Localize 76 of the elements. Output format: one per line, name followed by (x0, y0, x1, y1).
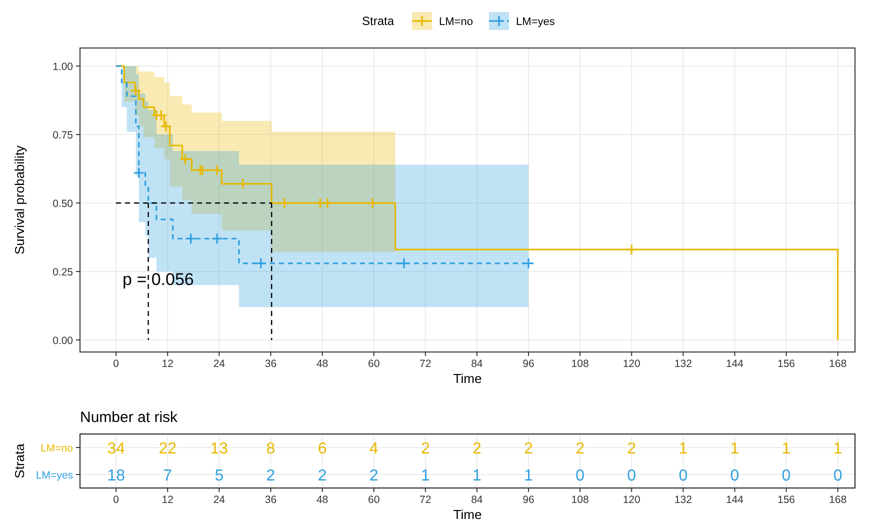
data-label: 0 (730, 468, 740, 484)
x-tick-label: 156 (778, 358, 796, 370)
x-tick-label: 144 (726, 494, 744, 506)
x-tick-label: 96 (522, 358, 534, 370)
x-tick-label: 132 (674, 494, 692, 506)
data-label: 1 (524, 468, 534, 484)
data-label: 1 (782, 440, 791, 458)
x-tick-label: 120 (622, 358, 641, 370)
data-label: 5 (214, 468, 224, 484)
data-label: 0 (576, 468, 585, 484)
x-tick-label: 12 (162, 494, 174, 506)
data-label: 2 (318, 468, 327, 484)
data-label: 7 (163, 468, 172, 484)
x-tick-label: 84 (471, 494, 483, 506)
y-tick-label: 0.50 (52, 198, 74, 210)
data-label: 2 (576, 440, 585, 458)
data-label: 22 (158, 440, 177, 458)
legend-label: LM=no (439, 16, 473, 28)
data-label: 1 (730, 440, 740, 458)
data-label: 0 (678, 468, 688, 484)
x-tick-label: 60 (368, 494, 380, 506)
data-label: 2 (627, 440, 636, 458)
x-tick-label: 60 (368, 358, 380, 370)
data-label: 1 (420, 468, 430, 484)
x-tick-label: 48 (316, 358, 328, 370)
data-label: 6 (318, 440, 327, 458)
y-tick-label: 1.00 (52, 61, 74, 74)
data-label: 13 (210, 440, 228, 458)
data-label: 18 (107, 468, 126, 484)
data-label: 34 (107, 440, 126, 458)
data-label: 2 (472, 440, 482, 458)
y-axis-title: Survival probability (12, 144, 27, 255)
data-label: 0 (627, 468, 636, 484)
y-tick-label: 0.00 (52, 334, 74, 347)
x-tick-label: 120 (622, 494, 641, 506)
x-tick-label: 108 (571, 494, 589, 506)
data-label: 1 (678, 440, 688, 458)
y-tick-label: LM=no (40, 442, 74, 454)
annotation: p = 0.056 (122, 270, 194, 290)
x-tick-label: 0 (113, 494, 120, 506)
x-tick-label: 48 (316, 494, 328, 506)
y-axis-title: Strata (12, 442, 27, 478)
x-tick-label: 12 (162, 358, 174, 370)
x-tick-label: 168 (829, 358, 847, 370)
x-axis-title: Time (453, 507, 482, 522)
x-tick-label: 168 (829, 494, 847, 506)
x-tick-label: 156 (778, 494, 796, 506)
data-label: 2 (369, 468, 378, 484)
x-tick-label: 108 (571, 358, 589, 370)
data-label: 1 (472, 468, 482, 484)
chart-title: Number at risk (80, 409, 178, 426)
legend-label: LM=yes (516, 16, 556, 28)
x-tick-label: 0 (113, 358, 120, 370)
data-label: 0 (833, 468, 842, 484)
x-axis-title: Time (453, 371, 482, 386)
legend-title: Strata (362, 14, 394, 28)
x-tick-label: 96 (522, 494, 534, 506)
data-label: 2 (524, 440, 534, 458)
x-tick-label: 132 (674, 358, 692, 370)
x-tick-label: 144 (726, 358, 744, 370)
x-tick-label: 36 (264, 358, 277, 370)
x-tick-label: 24 (213, 494, 226, 506)
x-tick-label: 36 (264, 494, 277, 506)
y-tick-label: LM=yes (36, 470, 73, 482)
x-tick-label: 72 (420, 494, 432, 506)
data-label: 1 (833, 440, 842, 458)
data-label: 8 (266, 440, 276, 458)
data-label: 0 (782, 468, 791, 484)
x-tick-label: 24 (213, 358, 226, 370)
data-label: 2 (266, 468, 276, 484)
y-tick-label: 0.25 (52, 266, 74, 278)
data-label: 4 (369, 440, 378, 458)
x-tick-label: 72 (420, 358, 432, 370)
y-tick-label: 0.75 (52, 130, 74, 142)
x-tick-label: 84 (471, 358, 483, 370)
data-label: 2 (420, 440, 430, 458)
